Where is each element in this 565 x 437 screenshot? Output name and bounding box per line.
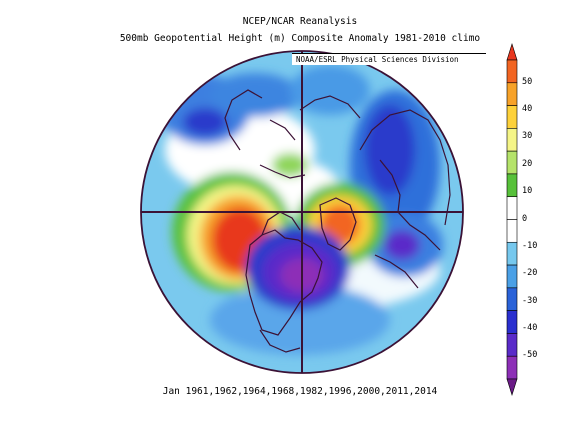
colorbar-bin: [506, 82, 518, 106]
colorbar-tick-label: -10: [522, 240, 538, 251]
colorbar: [506, 42, 518, 397]
colorbar-tick-label: 10: [522, 186, 533, 197]
colorbar-bin: [506, 241, 518, 266]
colorbar-bin: [506, 355, 518, 380]
colorbar-bottom-arrow: [506, 378, 518, 397]
colorbar-tick-label: -50: [522, 350, 538, 361]
composite-years-label: Jan 1961,1962,1964,1968,1982,1996,2000,2…: [162, 386, 438, 397]
colorbar-tick-label: 30: [522, 131, 533, 142]
colorbar-bin: [506, 59, 518, 84]
colorbar-tick-label: 50: [522, 76, 533, 87]
colorbar-bin: [506, 128, 518, 152]
figure-title: NCEP/NCAR Reanalysis: [242, 16, 358, 27]
globe-outline: [140, 50, 464, 374]
colorbar-tick-label: 20: [522, 158, 533, 169]
colorbar-tick-label: 40: [522, 104, 533, 115]
colorbar-bin: [506, 287, 518, 311]
figure-subtitle: 500mb Geopotential Height (m) Composite …: [119, 33, 481, 44]
anomaly-field: [141, 51, 463, 373]
colorbar-tick-label: 0: [522, 213, 528, 224]
colorbar-bin: [506, 219, 518, 243]
colorbar-top-arrow: [506, 42, 518, 61]
colorbar-bin: [506, 105, 518, 129]
colorbar-bin: [506, 150, 518, 175]
colorbar-tick-label: -30: [522, 295, 538, 306]
credit-label: NOAA/ESRL Physical Sciences Division: [292, 53, 486, 65]
colorbar-bin: [506, 173, 518, 198]
colorbar-bin: [506, 333, 518, 357]
colorbar-bin: [506, 196, 518, 220]
colorbar-tick-label: -40: [522, 322, 538, 333]
colorbar-bin: [506, 310, 518, 334]
colorbar-bin: [506, 264, 518, 289]
colorbar-tick-label: -20: [522, 268, 538, 279]
